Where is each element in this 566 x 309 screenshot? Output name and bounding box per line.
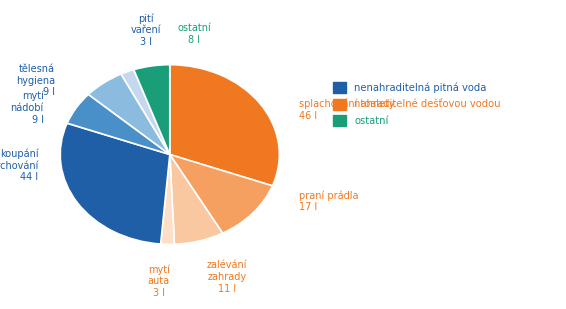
Wedge shape	[134, 65, 170, 154]
Legend: nenahraditelná pitná voda, nahraditelné dešťovou vodou, ostatní: nenahraditelná pitná voda, nahraditelné …	[333, 82, 501, 126]
Text: mytí
auta
3 l: mytí auta 3 l	[148, 264, 170, 298]
Text: koupání
sprchování
44 l: koupání sprchování 44 l	[0, 148, 38, 182]
Text: splachování toalety
46 l: splachování toalety 46 l	[299, 99, 395, 121]
Wedge shape	[170, 65, 280, 186]
Text: zalévání
zahrady
11 l: zalévání zahrady 11 l	[207, 260, 247, 294]
Wedge shape	[67, 94, 170, 154]
Text: mytí
nádobí
9 l: mytí nádobí 9 l	[11, 91, 44, 125]
Text: praní prádla
17 l: praní prádla 17 l	[299, 190, 359, 212]
Wedge shape	[88, 74, 170, 154]
Wedge shape	[121, 70, 170, 154]
Wedge shape	[170, 154, 222, 244]
Wedge shape	[161, 154, 174, 244]
Text: tělesná
hygiena
9 l: tělesná hygiena 9 l	[16, 64, 55, 97]
Wedge shape	[170, 154, 272, 233]
Wedge shape	[60, 123, 170, 244]
Text: pití
vaření
3 l: pití vaření 3 l	[130, 13, 161, 47]
Text: ostatní
8 l: ostatní 8 l	[177, 23, 211, 45]
